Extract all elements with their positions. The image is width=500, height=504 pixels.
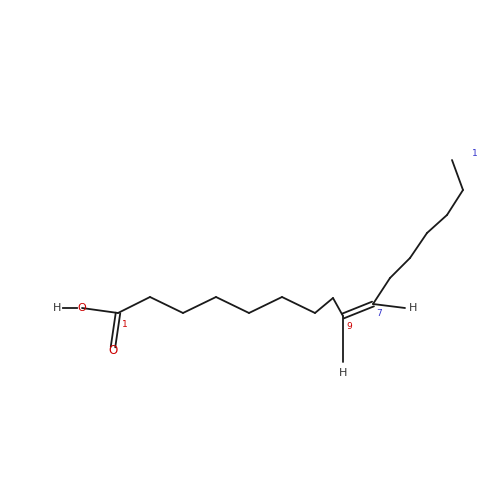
Text: 1: 1 xyxy=(122,320,128,329)
Text: 9: 9 xyxy=(346,322,352,331)
Text: O: O xyxy=(108,345,118,357)
Text: H: H xyxy=(53,303,61,313)
Text: H: H xyxy=(409,303,418,313)
Text: O: O xyxy=(78,303,86,313)
Text: 1: 1 xyxy=(472,149,478,157)
Text: H: H xyxy=(339,368,347,378)
Text: 7: 7 xyxy=(376,309,382,318)
